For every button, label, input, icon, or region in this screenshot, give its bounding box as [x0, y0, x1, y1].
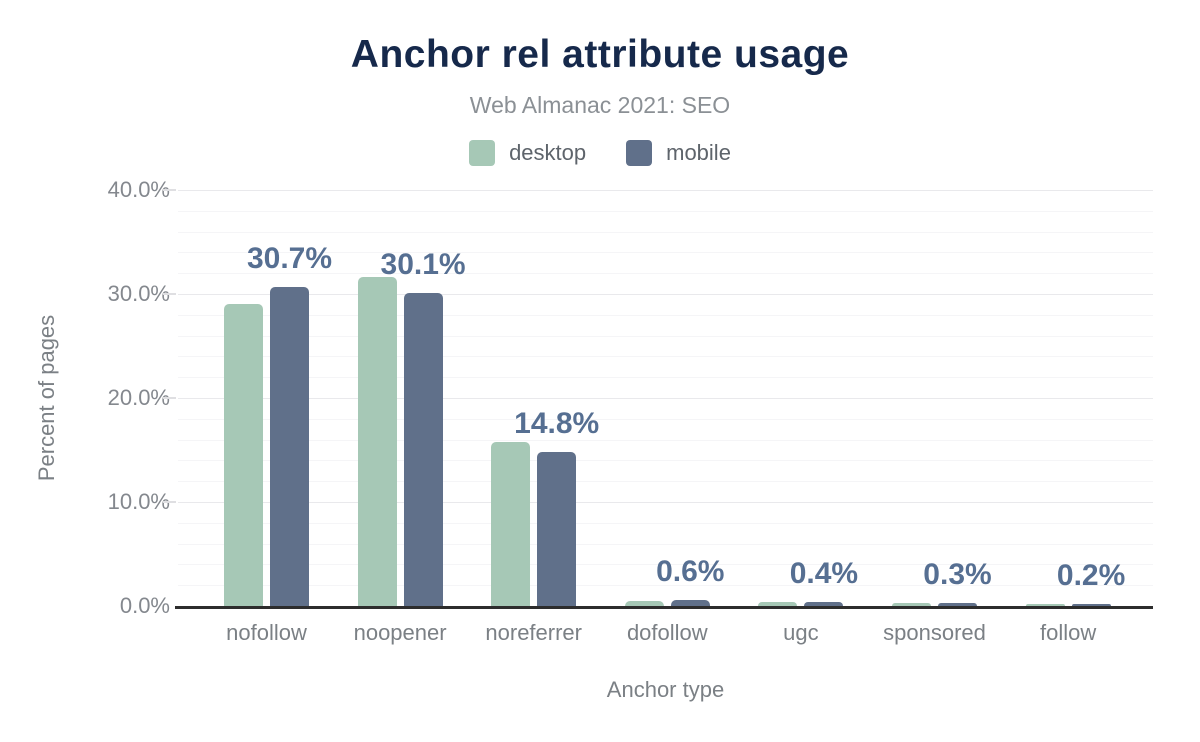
- x-tick-label-dofollow: dofollow: [626, 620, 708, 645]
- chart-subtitle: Web Almanac 2021: SEO: [469, 92, 731, 118]
- minor-gridline: [178, 543, 1153, 545]
- y-tick-label: 40.0%: [107, 177, 170, 202]
- x-axis-line: [175, 606, 1153, 609]
- x-tick-label-sponsored: sponsored: [883, 620, 986, 645]
- legend-item-mobile[interactable]: mobile: [626, 140, 731, 166]
- x-tick-label-noopener: noopener: [353, 620, 447, 645]
- x-tick-label-noreferrer: noreferrer: [485, 620, 582, 645]
- minor-gridline: [178, 585, 1153, 587]
- bar-mobile-nofollow[interactable]: [270, 286, 309, 606]
- chart-legend: desktop mobile: [0, 140, 1200, 166]
- major-gridline: [178, 502, 1153, 503]
- bar-mobile-follow[interactable]: [1071, 603, 1111, 606]
- minor-gridline: [178, 439, 1153, 441]
- chart-title: Anchor rel attribute usage: [350, 33, 850, 76]
- legend-swatch-mobile: [626, 140, 653, 166]
- data-label-follow: 0.2%: [1056, 558, 1126, 592]
- bar-mobile-ugc[interactable]: [804, 601, 844, 606]
- data-label-noreferrer: 14.8%: [514, 407, 600, 441]
- major-gridline: [178, 190, 1153, 191]
- bar-desktop-nofollow[interactable]: [224, 304, 263, 606]
- x-tick-label-nofollow: nofollow: [226, 620, 307, 645]
- y-tick-mark: [163, 501, 176, 503]
- data-label-sponsored: 0.3%: [923, 557, 992, 591]
- y-tick-mark: [163, 397, 176, 399]
- bar-desktop-ugc[interactable]: [758, 601, 798, 606]
- x-axis-title: Anchor type: [606, 677, 725, 702]
- x-tick-label-ugc: ugc: [783, 620, 819, 645]
- legend-item-desktop[interactable]: desktop: [469, 140, 586, 166]
- minor-gridline: [178, 252, 1153, 254]
- minor-gridline: [178, 335, 1153, 337]
- data-label-noopener: 30.1%: [380, 247, 466, 281]
- x-tick-label-follow: follow: [1039, 620, 1097, 645]
- minor-gridline: [178, 210, 1153, 212]
- bar-desktop-follow[interactable]: [1025, 603, 1065, 606]
- bar-desktop-dofollow[interactable]: [624, 600, 664, 606]
- y-tick-label: 10.0%: [107, 489, 170, 514]
- y-tick-label: 0.0%: [119, 593, 170, 618]
- minor-gridline: [178, 377, 1153, 379]
- y-tick-label: 30.0%: [107, 281, 170, 306]
- bar-mobile-noreferrer[interactable]: [537, 452, 577, 606]
- bar-desktop-sponsored[interactable]: [892, 602, 931, 606]
- legend-label: desktop: [509, 140, 587, 165]
- major-gridline: [178, 398, 1153, 399]
- bar-desktop-noreferrer[interactable]: [491, 441, 531, 606]
- minor-gridline: [178, 564, 1153, 566]
- major-gridline: [178, 294, 1153, 295]
- minor-gridline: [178, 418, 1153, 420]
- minor-gridline: [178, 481, 1153, 483]
- y-tick-mark: [163, 293, 176, 295]
- legend-label: mobile: [666, 140, 731, 165]
- minor-gridline: [178, 231, 1153, 233]
- bar-mobile-sponsored[interactable]: [938, 602, 977, 606]
- y-tick-mark: [163, 189, 176, 191]
- bar-desktop-noopener[interactable]: [357, 277, 397, 606]
- data-label-dofollow: 0.6%: [656, 554, 725, 588]
- bar-mobile-noopener[interactable]: [403, 292, 443, 606]
- y-tick-label: 20.0%: [107, 385, 170, 410]
- minor-gridline: [178, 460, 1153, 462]
- y-axis-title: Percent of pages: [34, 314, 59, 482]
- minor-gridline: [178, 314, 1153, 316]
- minor-gridline: [178, 273, 1153, 275]
- data-label-nofollow: 30.7%: [246, 241, 333, 275]
- data-label-ugc: 0.4%: [789, 556, 859, 590]
- legend-swatch-desktop: [469, 140, 496, 166]
- minor-gridline: [178, 356, 1153, 358]
- bar-mobile-dofollow[interactable]: [670, 599, 710, 606]
- minor-gridline: [178, 522, 1153, 524]
